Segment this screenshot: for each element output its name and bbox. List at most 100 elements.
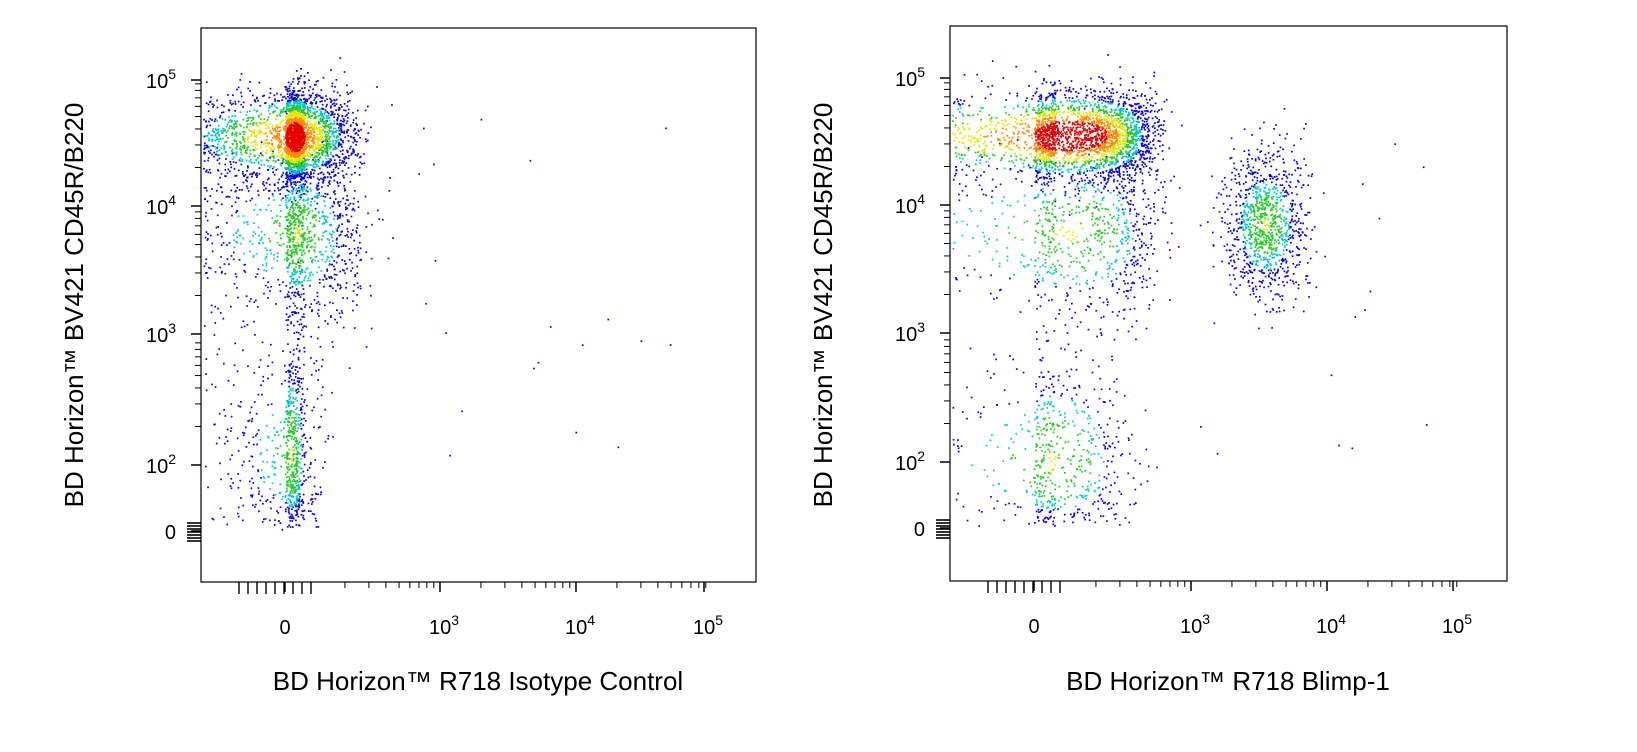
data-point xyxy=(296,278,298,281)
data-point xyxy=(342,326,345,329)
data-point xyxy=(306,214,309,217)
data-point xyxy=(293,449,295,452)
data-point xyxy=(239,160,241,162)
data-point xyxy=(326,103,328,106)
data-point xyxy=(301,482,304,485)
data-point xyxy=(311,137,314,140)
data-point xyxy=(320,89,323,91)
data-point xyxy=(300,448,303,451)
data-point xyxy=(256,97,258,100)
data-point xyxy=(294,281,297,284)
data-point xyxy=(309,102,312,104)
data-point xyxy=(287,177,290,180)
data-point xyxy=(294,221,297,224)
data-point xyxy=(286,158,289,161)
data-point xyxy=(287,494,290,497)
data-point xyxy=(295,373,297,375)
data-point xyxy=(295,263,298,265)
data-point xyxy=(294,490,296,493)
data-point xyxy=(290,139,293,142)
data-point xyxy=(232,94,234,96)
data-point xyxy=(325,230,328,232)
data-point xyxy=(270,209,272,212)
data-point xyxy=(249,411,251,414)
data-point xyxy=(204,272,207,274)
data-point xyxy=(219,312,222,314)
data-point xyxy=(247,146,249,148)
data-point xyxy=(289,396,292,399)
data-point xyxy=(269,92,272,94)
data-point xyxy=(314,144,317,147)
data-point xyxy=(215,226,218,229)
data-point xyxy=(300,212,303,215)
data-point xyxy=(241,189,243,191)
data-point xyxy=(299,245,302,247)
data-point xyxy=(311,261,313,264)
data-point xyxy=(306,111,309,114)
data-point xyxy=(271,126,274,129)
data-point xyxy=(299,419,301,422)
data-point xyxy=(296,280,299,282)
data-point xyxy=(246,148,249,151)
data-point xyxy=(288,493,291,496)
data-point xyxy=(303,417,305,420)
data-point xyxy=(300,425,302,428)
data-point xyxy=(349,147,351,150)
data-point xyxy=(266,449,268,452)
data-point xyxy=(336,181,339,183)
data-point xyxy=(339,213,342,215)
data-point xyxy=(293,171,296,174)
data-point xyxy=(300,109,302,112)
data-point xyxy=(310,357,312,359)
y-tick-label: 0 xyxy=(165,522,176,544)
data-point xyxy=(326,154,329,156)
data-point xyxy=(294,136,297,138)
data-point xyxy=(343,184,345,187)
data-point xyxy=(297,162,299,165)
data-point xyxy=(239,151,242,154)
data-point xyxy=(336,91,339,94)
data-point xyxy=(292,139,295,141)
data-point xyxy=(268,104,271,107)
data-point xyxy=(285,204,287,206)
data-point xyxy=(273,110,275,113)
data-point xyxy=(337,138,340,141)
data-point xyxy=(277,187,279,190)
data-point xyxy=(277,149,280,152)
data-point xyxy=(206,124,208,127)
data-point xyxy=(258,242,261,245)
data-point xyxy=(306,228,309,231)
data-point xyxy=(303,166,305,168)
data-point xyxy=(330,263,333,266)
data-point xyxy=(285,173,287,175)
data-point xyxy=(337,145,340,148)
data-point xyxy=(330,130,333,133)
data-point xyxy=(256,273,259,275)
data-point xyxy=(334,140,337,142)
data-point xyxy=(296,501,298,504)
data-point xyxy=(284,496,287,498)
data-point xyxy=(349,92,352,94)
data-point xyxy=(339,270,341,273)
data-point xyxy=(322,108,325,110)
data-point xyxy=(217,226,219,228)
data-point xyxy=(287,480,289,482)
data-point xyxy=(303,82,306,85)
data-point xyxy=(316,93,319,96)
data-point xyxy=(287,144,290,146)
data-point xyxy=(300,293,303,296)
data-point xyxy=(262,502,264,505)
data-point xyxy=(218,149,221,152)
data-point xyxy=(299,259,302,261)
data-point xyxy=(290,145,292,147)
data-point xyxy=(303,145,305,148)
data-point xyxy=(288,264,291,266)
data-point xyxy=(300,211,303,214)
data-point xyxy=(272,494,275,497)
data-point xyxy=(289,387,292,390)
data-point xyxy=(343,160,345,163)
data-point xyxy=(291,150,293,152)
data-point xyxy=(359,241,361,244)
data-point xyxy=(276,100,279,102)
data-point xyxy=(314,158,317,161)
